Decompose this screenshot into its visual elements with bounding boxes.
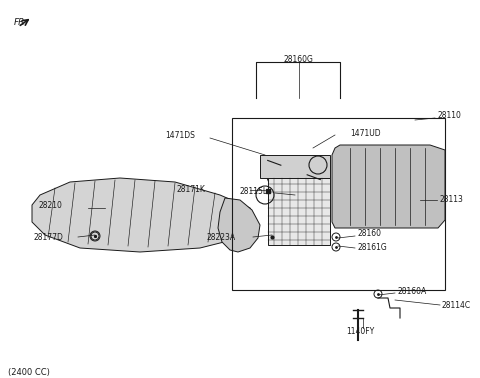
Text: 1471UD: 1471UD (350, 129, 381, 138)
Bar (260, 155, 330, 178)
Text: 28210: 28210 (38, 201, 62, 211)
Polygon shape (266, 160, 320, 198)
Polygon shape (32, 178, 255, 252)
Text: 28223A: 28223A (207, 232, 236, 242)
Text: 28114C: 28114C (442, 301, 471, 310)
Polygon shape (218, 198, 260, 252)
Text: 28161G: 28161G (357, 243, 387, 253)
Text: (2400 CC): (2400 CC) (8, 368, 50, 377)
Text: 28113: 28113 (439, 195, 463, 204)
Text: 28160A: 28160A (397, 287, 426, 296)
Text: 1471DS: 1471DS (165, 132, 195, 141)
Text: 28171K: 28171K (176, 186, 205, 195)
Text: 28115L: 28115L (240, 186, 268, 195)
Text: 28160: 28160 (357, 229, 381, 239)
Bar (268, 178, 330, 245)
Text: 28160G: 28160G (283, 56, 313, 65)
Text: 1140FY: 1140FY (346, 327, 374, 336)
Text: 28110: 28110 (437, 112, 461, 121)
Polygon shape (332, 145, 445, 228)
Text: 28177D: 28177D (33, 232, 63, 242)
Bar (232, 118, 445, 290)
Text: FR: FR (14, 18, 25, 27)
